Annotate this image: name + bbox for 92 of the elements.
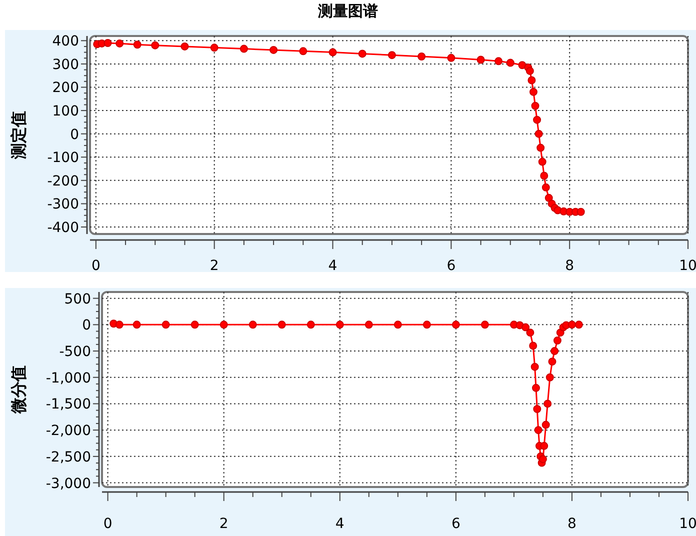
point xyxy=(220,320,228,329)
y-tick-label: 100 xyxy=(52,104,79,120)
x-tick-label: 6 xyxy=(446,258,456,274)
point xyxy=(358,50,366,58)
y-tick-label: -3,000 xyxy=(46,476,91,492)
y-tick-label: 0 xyxy=(82,318,91,334)
point xyxy=(538,455,547,464)
point xyxy=(534,130,543,138)
point xyxy=(540,172,548,180)
point xyxy=(336,320,344,329)
point xyxy=(210,44,218,52)
point xyxy=(526,328,534,337)
y-tick-label: 400 xyxy=(52,34,79,50)
point xyxy=(544,194,553,202)
point xyxy=(494,57,503,66)
point xyxy=(132,320,141,329)
x-tick-label: 2 xyxy=(219,516,228,532)
y-tick-label: -1,500 xyxy=(46,396,91,413)
x-tick-label: 6 xyxy=(451,516,460,532)
point xyxy=(540,442,548,450)
x-tick-label: 0 xyxy=(103,516,112,532)
point xyxy=(447,54,456,62)
point xyxy=(476,56,485,64)
point xyxy=(536,144,545,152)
x-tick-label: 10 xyxy=(679,516,696,532)
point xyxy=(526,66,534,75)
point xyxy=(506,58,514,67)
point xyxy=(180,42,189,50)
point xyxy=(248,320,257,329)
point xyxy=(418,52,426,60)
point xyxy=(568,320,576,329)
y-tick-label: 200 xyxy=(52,80,79,96)
point xyxy=(328,48,337,56)
point xyxy=(531,102,540,110)
point xyxy=(452,320,460,329)
point xyxy=(529,342,538,350)
y-tick-label: 0 xyxy=(70,126,79,143)
y-tick-label: -300 xyxy=(47,196,79,213)
point xyxy=(576,208,585,216)
x-tick-label: 4 xyxy=(335,516,344,532)
y-tick-label: -2,000 xyxy=(46,423,91,440)
y-axis-title: 测定值 xyxy=(9,111,28,160)
y-tick-label: 500 xyxy=(64,291,91,308)
point xyxy=(480,320,489,329)
point xyxy=(550,347,559,356)
point xyxy=(299,47,308,56)
y-tick-label: 300 xyxy=(52,56,79,73)
point xyxy=(240,44,248,53)
point xyxy=(394,320,402,329)
y-tick-label: -400 xyxy=(47,220,79,236)
point xyxy=(162,320,170,329)
x-tick-label: 8 xyxy=(568,516,576,532)
x-tick-label: 4 xyxy=(328,258,338,274)
point xyxy=(278,320,286,329)
point xyxy=(364,320,373,329)
point xyxy=(553,336,562,344)
point xyxy=(533,405,542,413)
point xyxy=(542,183,550,192)
point xyxy=(530,362,539,371)
y-tick-label: -500 xyxy=(59,344,91,360)
point xyxy=(422,320,431,329)
x-tick-label: 10 xyxy=(679,258,696,274)
point xyxy=(518,61,526,70)
chart-title: 测量图谱 xyxy=(317,2,378,20)
point xyxy=(548,358,556,366)
y-tick-label: -100 xyxy=(47,150,79,166)
point xyxy=(104,38,112,47)
point xyxy=(190,320,199,329)
point xyxy=(151,41,160,50)
point xyxy=(546,373,554,382)
y-tick-label: -1,000 xyxy=(46,370,91,386)
y-tick-label: -2,500 xyxy=(46,449,91,466)
point xyxy=(388,51,396,60)
point xyxy=(522,323,530,332)
point xyxy=(306,320,315,329)
point xyxy=(574,320,583,329)
point xyxy=(116,39,124,48)
y-tick-label: -200 xyxy=(47,173,79,190)
point xyxy=(529,88,538,96)
point xyxy=(534,426,542,434)
point xyxy=(528,76,536,84)
point xyxy=(532,384,540,392)
point xyxy=(133,40,142,49)
point xyxy=(115,320,124,329)
point xyxy=(542,420,550,429)
x-tick-label: 2 xyxy=(210,258,219,274)
point xyxy=(270,46,278,54)
point xyxy=(533,116,542,124)
point xyxy=(544,400,552,408)
point xyxy=(538,158,546,166)
y-axis-title: 微分值 xyxy=(9,366,28,414)
x-tick-label: 8 xyxy=(565,258,574,274)
